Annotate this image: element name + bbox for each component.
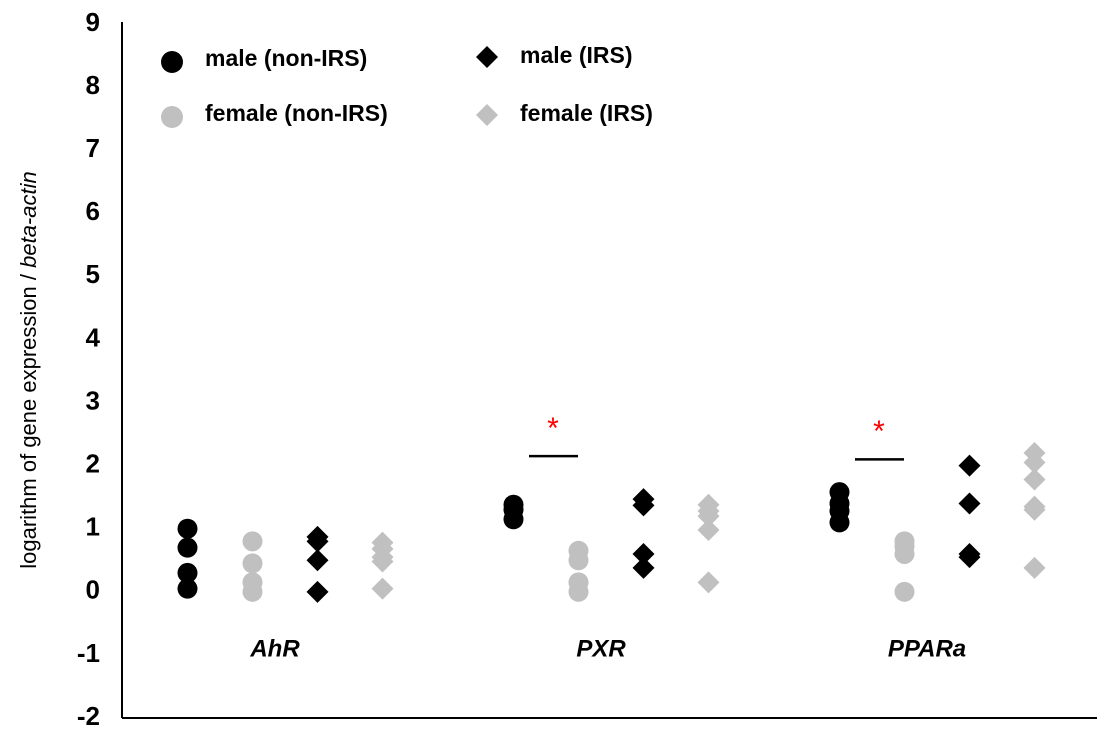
legend-label: female (non-IRS) xyxy=(205,100,388,126)
diamond xyxy=(1023,556,1046,579)
dot xyxy=(894,581,915,602)
y-tick-label: 3 xyxy=(86,385,100,415)
legend-label: male (IRS) xyxy=(520,42,632,68)
diamond xyxy=(632,494,655,517)
y-tick-label: 2 xyxy=(86,449,100,479)
y-tick-label: 0 xyxy=(86,575,100,605)
y-tick-label: 6 xyxy=(86,196,100,226)
y-axis-label: logarithm of gene expression / beta-acti… xyxy=(16,171,41,568)
y-tick-label: 8 xyxy=(86,70,100,100)
diamond xyxy=(958,546,981,569)
significance-star: * xyxy=(547,412,559,445)
diamond xyxy=(306,580,329,603)
legend-label: male (non-IRS) xyxy=(205,45,367,71)
diamond xyxy=(1023,451,1046,474)
x-category-label: AhR xyxy=(249,635,300,662)
y-tick-label: -1 xyxy=(77,638,100,668)
y-label-text: logarithm of gene expression / xyxy=(16,268,41,569)
dot xyxy=(894,543,915,564)
legend-marker xyxy=(476,104,498,126)
legend-marker xyxy=(476,46,498,68)
dot xyxy=(503,509,524,530)
legend-marker xyxy=(161,106,183,128)
significance-star: * xyxy=(873,415,885,448)
y-tick-label: 1 xyxy=(86,512,100,542)
dot xyxy=(568,581,589,602)
diamond xyxy=(958,454,981,477)
diamond xyxy=(306,530,329,553)
diamond xyxy=(697,518,720,541)
diamond xyxy=(371,550,394,573)
y-tick-label: 9 xyxy=(86,7,100,37)
y-tick-label: 7 xyxy=(86,133,100,163)
diamond xyxy=(371,577,394,600)
diamond xyxy=(306,549,329,572)
x-category-label: PXR xyxy=(576,635,626,662)
dot xyxy=(177,518,198,539)
diamond xyxy=(1023,468,1046,491)
dot xyxy=(242,581,263,602)
dot xyxy=(242,531,263,552)
y-tick-label: -2 xyxy=(77,701,100,731)
dot xyxy=(242,553,263,574)
dot xyxy=(177,562,198,583)
dot xyxy=(829,512,850,533)
dot xyxy=(177,578,198,599)
x-category-label: PPARa xyxy=(888,635,966,662)
dot xyxy=(568,550,589,571)
y-tick-label: 5 xyxy=(86,259,100,289)
diamond xyxy=(697,571,720,594)
y-label-italic: beta-actin xyxy=(16,171,41,268)
diamond xyxy=(632,556,655,579)
diamond xyxy=(1023,498,1046,521)
y-tick-label: 4 xyxy=(86,322,101,352)
dot xyxy=(177,537,198,558)
diamond xyxy=(697,505,720,528)
diamond xyxy=(632,542,655,565)
legend-marker xyxy=(161,51,183,73)
legend-label: female (IRS) xyxy=(520,100,653,126)
diamond xyxy=(958,492,981,515)
